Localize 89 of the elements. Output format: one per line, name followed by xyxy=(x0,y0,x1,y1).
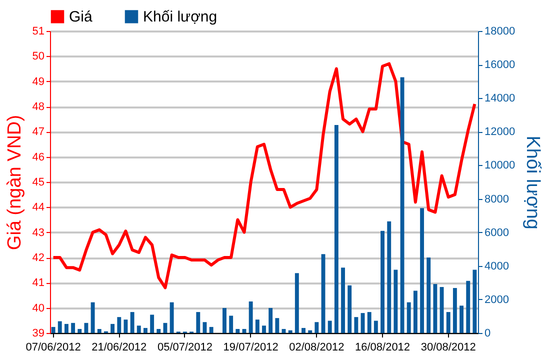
bar xyxy=(209,326,214,333)
y2-tick-label: 14000 xyxy=(484,92,516,105)
bar xyxy=(348,285,352,333)
y-tick-label: 45 xyxy=(32,176,44,188)
bar xyxy=(196,312,200,333)
bar xyxy=(202,322,207,333)
bar xyxy=(117,317,122,333)
bar xyxy=(124,320,128,333)
bar xyxy=(268,308,273,333)
bar xyxy=(222,308,226,333)
bar xyxy=(314,322,319,333)
bar xyxy=(354,317,358,333)
y2-axis-title: Khối lượng xyxy=(522,136,544,230)
bar xyxy=(71,322,76,333)
line-series xyxy=(52,62,476,290)
y-tick-label: 43 xyxy=(32,226,44,239)
bar xyxy=(248,301,253,333)
bar xyxy=(446,312,450,333)
x-tick-label: 21/06/2012 xyxy=(92,342,147,354)
x-tick-label: 30/08/2012 xyxy=(420,342,476,354)
bar xyxy=(426,258,431,333)
bar xyxy=(452,288,457,333)
y2-tick-label: 6000 xyxy=(484,226,509,239)
y2-tick-label: 18000 xyxy=(484,26,516,38)
y-axis-title: Giá (ngàn VND) xyxy=(4,114,26,250)
bar xyxy=(380,230,384,333)
bar xyxy=(255,320,260,333)
bar xyxy=(433,284,438,333)
bar xyxy=(262,326,266,333)
bar xyxy=(460,306,464,333)
y2-tick-label: 16000 xyxy=(484,59,516,72)
bar xyxy=(229,316,234,333)
y-tick-label: 42 xyxy=(32,252,44,264)
bar xyxy=(367,312,372,333)
bar xyxy=(58,321,62,333)
bar xyxy=(466,280,470,333)
bar xyxy=(51,326,56,333)
bar xyxy=(387,221,392,333)
bar xyxy=(394,270,398,333)
bar xyxy=(156,328,161,333)
bar xyxy=(130,312,134,333)
y2-tick-label: 10000 xyxy=(484,160,516,172)
y-tick-label: 47 xyxy=(32,126,44,138)
x-tick-label: 02/08/2012 xyxy=(289,342,344,354)
y2-tick-label: 12000 xyxy=(484,126,516,138)
y2-tick-label: 2000 xyxy=(484,294,509,306)
legend-label: Giá xyxy=(69,8,93,26)
bar xyxy=(400,77,404,333)
y2-tick-label: 4000 xyxy=(484,260,509,272)
bar xyxy=(328,320,332,333)
bar xyxy=(84,322,88,333)
x-tick-label: 05/07/2012 xyxy=(157,342,213,354)
x-tick-label: 19/07/2012 xyxy=(223,342,278,354)
bar xyxy=(110,324,115,333)
bar xyxy=(144,328,148,333)
y2-tick-label: 0 xyxy=(484,328,491,340)
y-tick-label: 51 xyxy=(32,26,44,38)
y-tick-label: 44 xyxy=(32,202,44,214)
y-tick-label: 39 xyxy=(32,328,44,340)
bar xyxy=(288,330,292,333)
bar xyxy=(374,320,378,333)
bar xyxy=(150,314,154,333)
bar xyxy=(64,324,68,333)
bar xyxy=(341,268,345,333)
bar xyxy=(406,302,411,333)
bar xyxy=(90,302,95,333)
y2-tick-label: 8000 xyxy=(484,193,509,206)
x-tick-label: 07/06/2012 xyxy=(26,342,81,354)
bar xyxy=(97,328,102,333)
bar xyxy=(275,318,280,333)
y-tick-label: 46 xyxy=(32,151,44,164)
bar xyxy=(308,330,312,333)
y-tick-label: 41 xyxy=(32,277,44,290)
legend-label: Khối lượng xyxy=(143,8,218,26)
bar xyxy=(440,287,444,333)
y-tick-label: 49 xyxy=(32,76,44,88)
bar xyxy=(334,124,338,333)
bar xyxy=(413,290,418,333)
y-tick-label: 48 xyxy=(32,101,44,113)
bar xyxy=(294,273,299,333)
x-tick-label: 16/08/2012 xyxy=(354,342,410,354)
y-tick-label: 50 xyxy=(32,50,44,63)
bar xyxy=(420,208,424,333)
bar xyxy=(136,326,141,333)
bar xyxy=(302,328,306,333)
bar xyxy=(236,328,240,333)
bar xyxy=(170,302,174,333)
bar xyxy=(78,328,82,333)
y-tick-label: 40 xyxy=(32,302,44,314)
